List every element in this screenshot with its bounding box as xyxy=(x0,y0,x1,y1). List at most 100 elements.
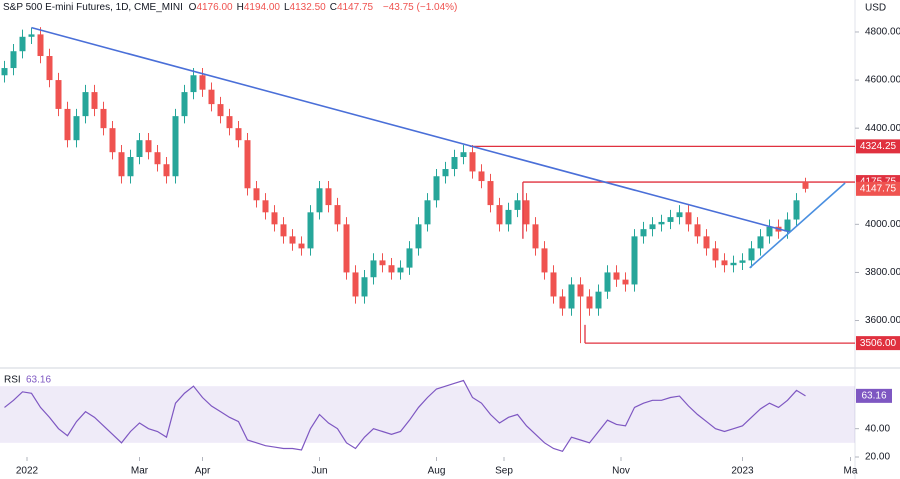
candle-body xyxy=(550,272,557,297)
rsi-band xyxy=(0,386,855,443)
candle-body xyxy=(604,272,611,292)
trendline xyxy=(31,26,791,233)
candle-body xyxy=(424,200,431,225)
symbol-title: S&P 500 E-mini Futures, 1D, CME_MINI xyxy=(3,2,183,13)
rsi-line xyxy=(4,379,806,453)
candle-body xyxy=(64,108,71,141)
candle-body xyxy=(739,260,746,263)
candle-body xyxy=(1,68,8,76)
x-tick-label: 2022 xyxy=(16,466,39,477)
candle-body xyxy=(37,34,44,57)
candle-body xyxy=(370,260,377,278)
candle-body xyxy=(676,212,683,218)
candle-body xyxy=(145,140,152,153)
candle-body xyxy=(586,296,593,309)
candle-body xyxy=(460,152,467,158)
candle-body xyxy=(280,224,287,237)
candle-body xyxy=(118,152,125,177)
candle-body xyxy=(622,279,629,285)
candle-body xyxy=(352,272,359,297)
y-tick-label: 3800.00 xyxy=(865,267,900,278)
x-tick-label: Mar xyxy=(131,466,149,477)
trendline xyxy=(749,182,846,269)
candle-body xyxy=(505,209,512,225)
candle-body xyxy=(388,265,395,273)
candle-body xyxy=(181,92,188,117)
candle-body xyxy=(136,140,143,158)
candle-body xyxy=(451,157,458,170)
candle-body xyxy=(613,272,620,280)
candle-body xyxy=(154,152,161,165)
candle-body xyxy=(631,236,638,285)
candle-body xyxy=(73,116,80,141)
x-tick-label: 2023 xyxy=(731,466,754,477)
candle-body xyxy=(172,116,179,177)
candle-body xyxy=(109,128,116,153)
rsi-tick-label: 20.00 xyxy=(865,452,890,463)
candle-body xyxy=(541,248,548,273)
candle-body xyxy=(640,229,647,237)
candle-body xyxy=(487,181,494,206)
candle-body xyxy=(190,75,197,93)
level-label-box xyxy=(856,139,900,154)
candle-body xyxy=(433,176,440,201)
y-tick-label: 3600.00 xyxy=(865,315,900,326)
last-price-box xyxy=(856,181,900,196)
candle-body xyxy=(262,200,269,213)
candle-body xyxy=(28,34,35,37)
candle-body xyxy=(442,169,449,177)
rsi-name: RSI xyxy=(4,375,21,386)
y-tick-label: 4800.00 xyxy=(865,27,900,38)
candle-body xyxy=(379,260,386,266)
candle-body xyxy=(316,188,323,213)
candle-body xyxy=(235,128,242,141)
ohlc-value: 4132.50 xyxy=(289,2,326,13)
ohlc-key: C xyxy=(329,2,337,13)
rsi-tick-label: 40.00 xyxy=(865,423,890,434)
y-tick-label: 4000.00 xyxy=(865,219,900,230)
ohlc-value: 4147.75 xyxy=(336,2,374,13)
x-tick-label: Apr xyxy=(195,466,211,477)
candle-body xyxy=(784,219,791,232)
ohlc-values: O4176.00 H4194.00 L4132.50 C4147.75 xyxy=(189,2,377,13)
candle-body xyxy=(46,56,53,81)
x-tick-label: Ma xyxy=(844,466,858,477)
candle-body xyxy=(199,75,206,90)
candle-body xyxy=(10,51,17,69)
candle-body xyxy=(91,92,98,109)
candle-body xyxy=(334,205,341,225)
header: S&P 500 E-mini Futures, 1D, CME_MINI O41… xyxy=(3,2,460,13)
candle-body xyxy=(730,262,737,266)
candle-body xyxy=(55,80,62,109)
candle-body xyxy=(559,296,566,309)
candle-body xyxy=(568,284,575,309)
level-label: 3506.00 xyxy=(860,338,897,349)
candle-body xyxy=(100,108,107,129)
candle-body xyxy=(82,92,89,117)
candle-body xyxy=(469,152,476,172)
candle-body xyxy=(523,200,530,225)
candle-body xyxy=(289,236,296,244)
candle-body xyxy=(802,182,809,189)
candle-body xyxy=(667,217,674,222)
level-label: 4324.25 xyxy=(860,141,897,152)
x-tick-label: Aug xyxy=(428,466,446,477)
ohlc-key: H xyxy=(236,2,244,13)
candle-body xyxy=(694,224,701,237)
candle-body xyxy=(406,248,413,268)
ohlc-key: L xyxy=(283,2,290,13)
ohlc-value: 4194.00 xyxy=(243,2,280,13)
candle-body xyxy=(343,224,350,273)
currency-label: USD xyxy=(865,3,886,14)
candle-body xyxy=(208,89,215,105)
candle-body xyxy=(577,284,584,297)
x-tick-label: Sep xyxy=(495,466,513,477)
candle-body xyxy=(217,104,224,117)
y-tick-label: 4400.00 xyxy=(865,123,900,134)
candle-body xyxy=(271,212,278,225)
change: −43.75 (−1.04%) xyxy=(382,2,458,13)
candle-body xyxy=(685,212,692,225)
candle-body xyxy=(766,226,773,237)
